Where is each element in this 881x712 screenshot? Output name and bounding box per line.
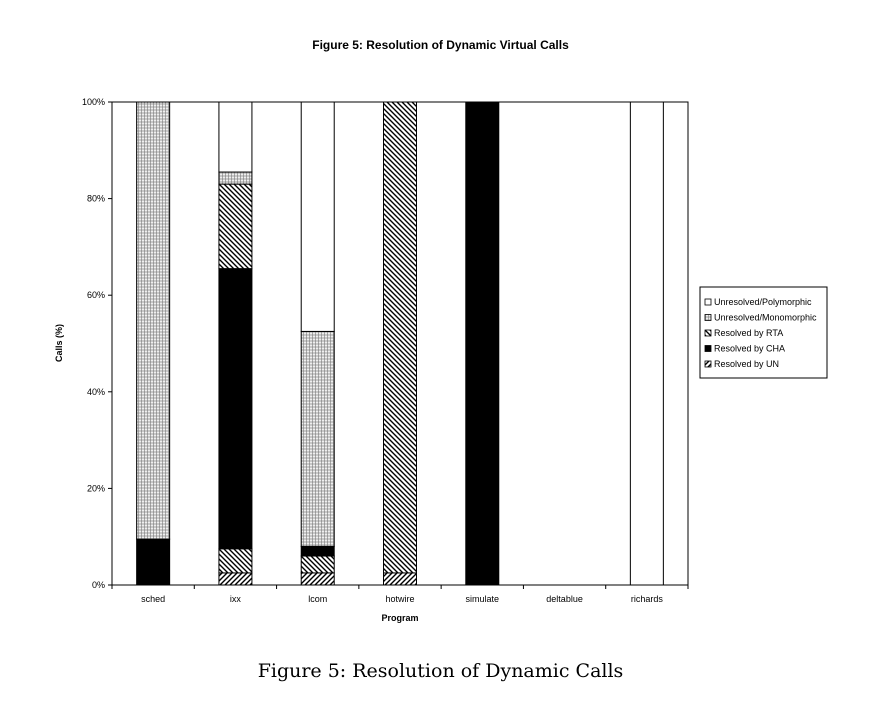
x-tick-label: richards bbox=[631, 594, 664, 604]
y-axis-label: Calls (%) bbox=[54, 324, 64, 362]
bar-segment bbox=[136, 101, 171, 540]
y-tick-label: 80% bbox=[87, 194, 105, 204]
legend-label: Unresolved/Monomorphic bbox=[714, 313, 817, 323]
bar-segment bbox=[300, 572, 335, 586]
x-axis-label: Program bbox=[381, 613, 418, 623]
bar-segment bbox=[218, 101, 253, 173]
bar-segment bbox=[218, 268, 253, 550]
bar-segment bbox=[465, 101, 500, 586]
bar-segment bbox=[300, 555, 335, 574]
x-tick-label: hotwire bbox=[385, 594, 414, 604]
x-tick-label: simulate bbox=[466, 594, 500, 604]
figure-caption: Figure 5: Resolution of Dynamic Calls bbox=[257, 660, 624, 682]
bar-segment bbox=[300, 101, 335, 332]
legend-label: Unresolved/Polymorphic bbox=[714, 297, 812, 307]
y-tick-label: 60% bbox=[87, 290, 105, 300]
legend-label: Resolved by UN bbox=[714, 359, 779, 369]
x-tick-label: sched bbox=[141, 594, 165, 604]
legend-swatch bbox=[704, 314, 712, 321]
y-tick-label: 0% bbox=[92, 580, 105, 590]
chart-title: Figure 5: Resolution of Dynamic Virtual … bbox=[312, 38, 569, 52]
legend-swatch bbox=[704, 345, 712, 352]
legend-swatch bbox=[704, 329, 712, 337]
bar-segment bbox=[218, 572, 253, 586]
bar-segment bbox=[300, 545, 335, 557]
x-tick-label: lcom bbox=[308, 594, 327, 604]
legend: Unresolved/Polymorphic Unresolved/Monomor… bbox=[699, 286, 828, 379]
legend-label: Resolved by RTA bbox=[714, 328, 783, 338]
y-tick-label: 20% bbox=[87, 483, 105, 493]
legend-box bbox=[699, 286, 828, 379]
bar-segment bbox=[629, 101, 664, 586]
bar-segment bbox=[218, 548, 253, 574]
bar-segment bbox=[136, 538, 171, 586]
bar-segment bbox=[383, 101, 417, 574]
legend-swatch bbox=[704, 360, 712, 368]
x-tick-label: ixx bbox=[230, 594, 241, 604]
y-tick-label: 40% bbox=[87, 387, 105, 397]
bar-segment bbox=[300, 330, 335, 547]
legend-label: Resolved by CHA bbox=[714, 344, 785, 354]
bar-segment bbox=[218, 171, 253, 185]
x-tick-label: deltablue bbox=[546, 594, 583, 604]
y-tick-label: 100% bbox=[82, 97, 105, 107]
bar-segment bbox=[383, 572, 417, 586]
bar-segment bbox=[218, 183, 253, 270]
legend-swatch bbox=[704, 298, 712, 306]
